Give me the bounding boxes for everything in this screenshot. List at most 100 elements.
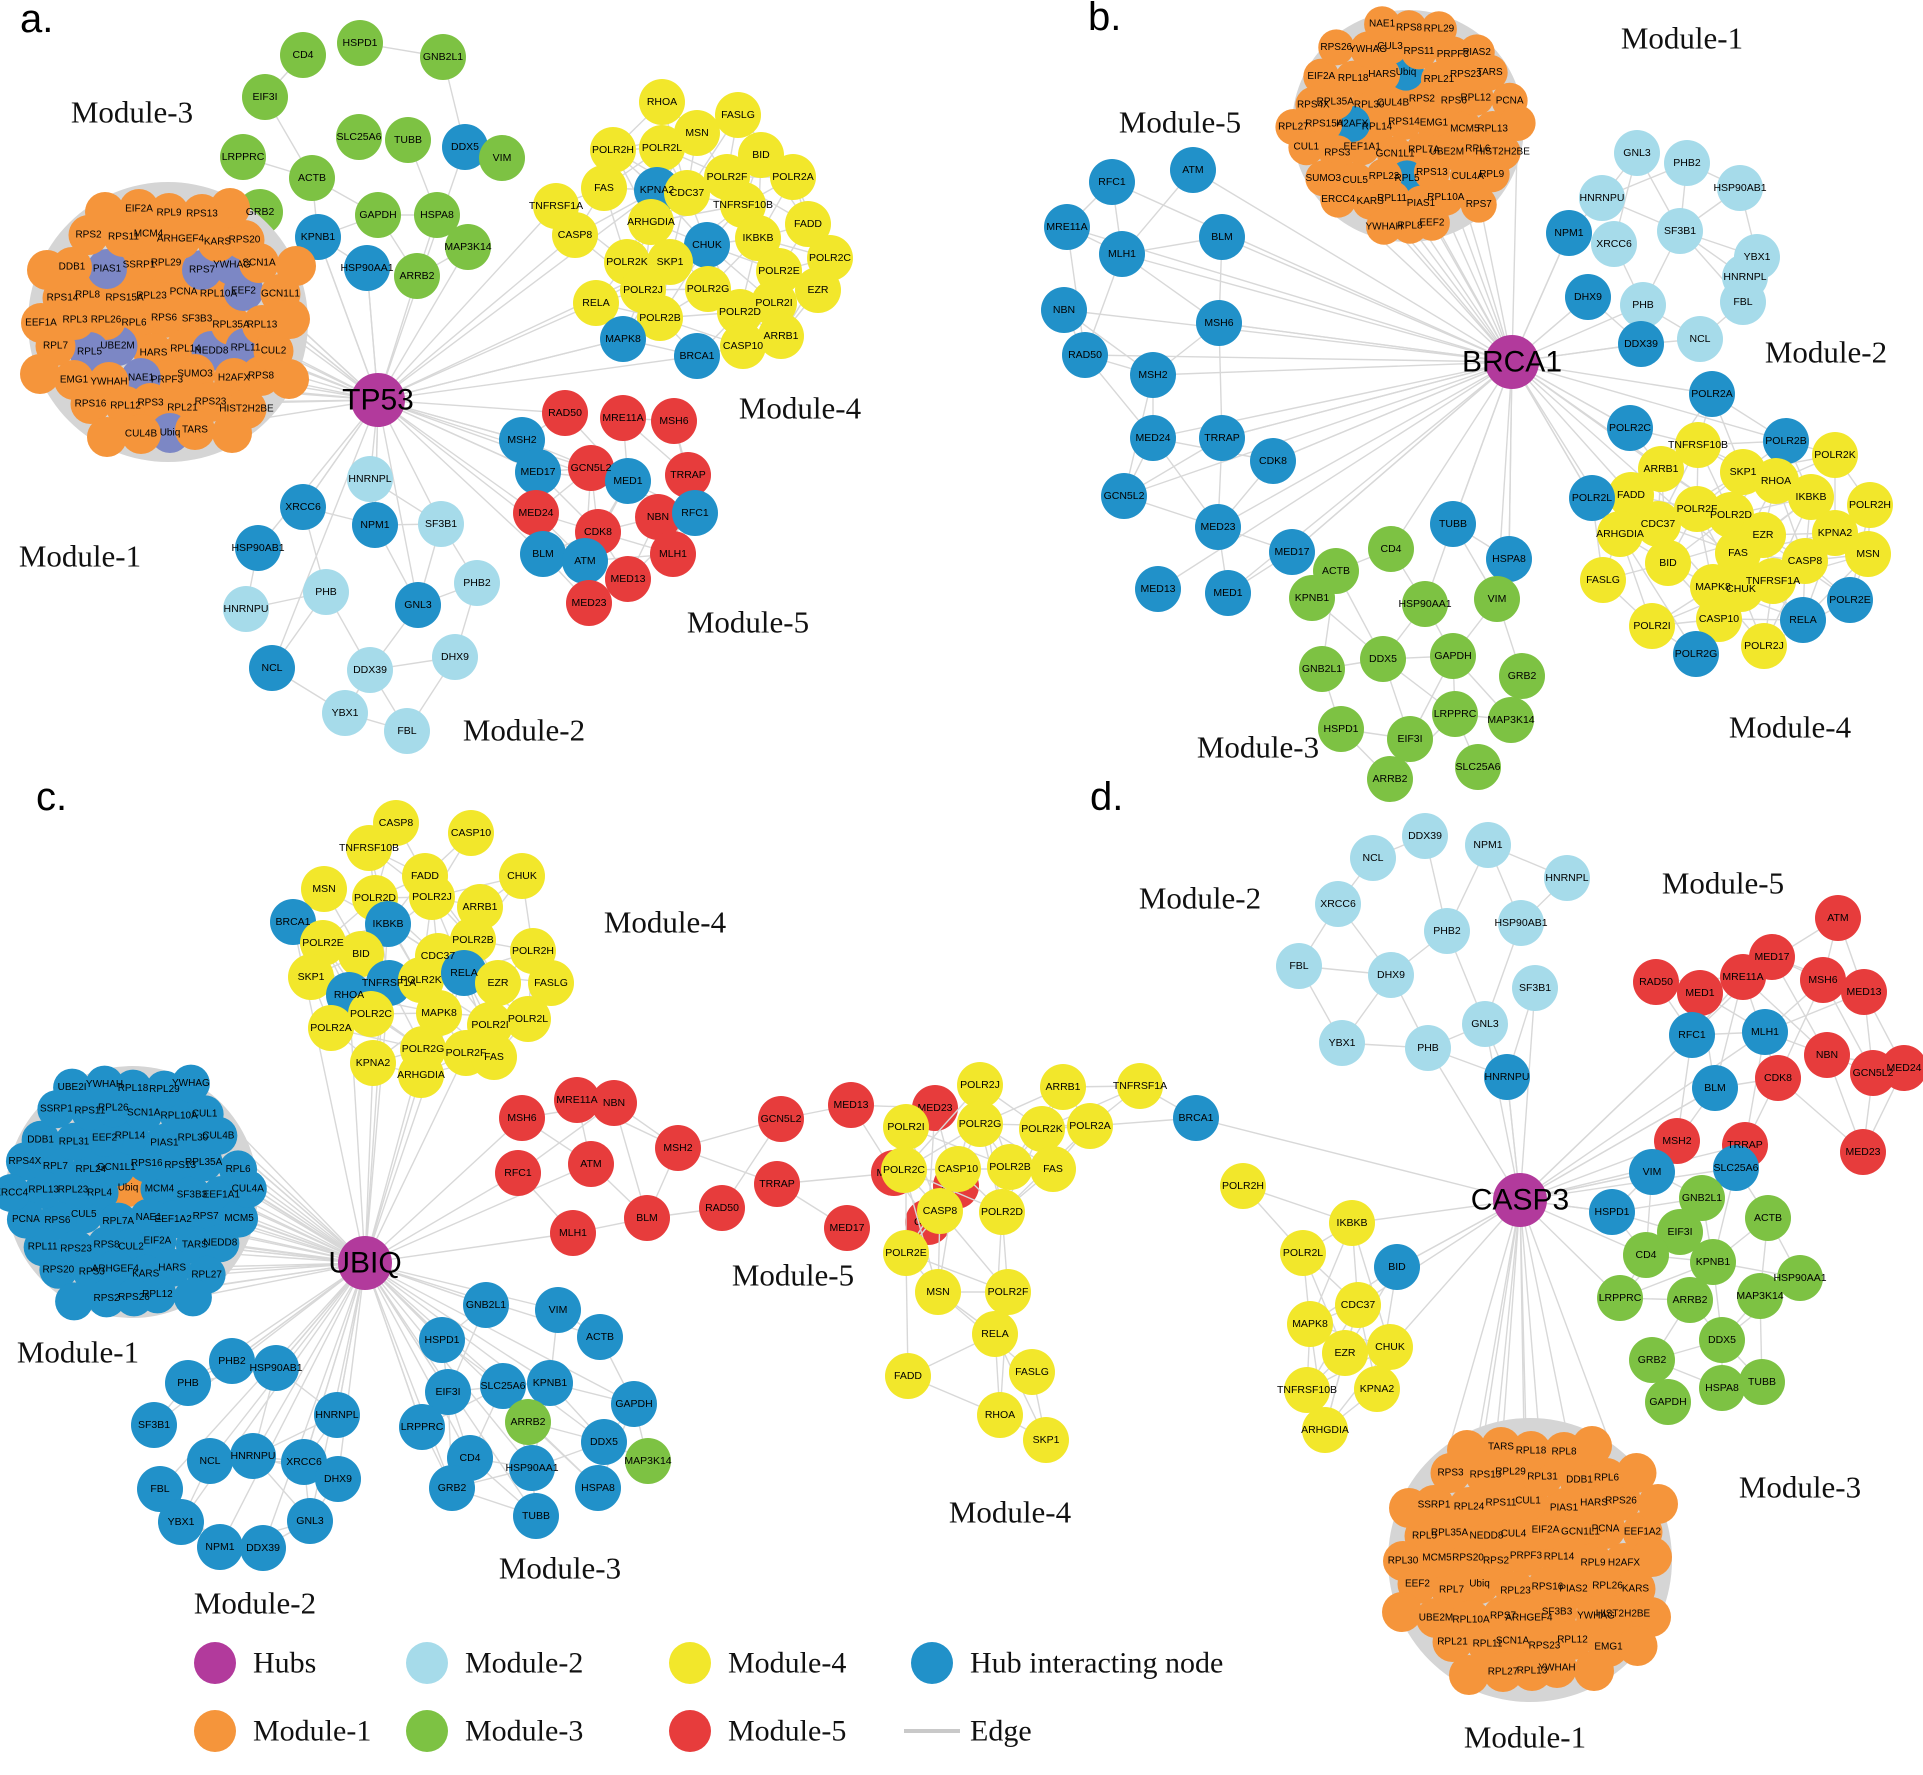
node-DHX9[interactable] — [1368, 952, 1414, 998]
node-ARRB2[interactable] — [505, 1399, 551, 1445]
node-EIF3I[interactable] — [242, 74, 288, 120]
node-RPS8[interactable] — [1391, 10, 1427, 47]
node-unlabeled[interactable] — [1617, 1626, 1658, 1666]
node-RPL31[interactable] — [55, 1122, 94, 1161]
node-POLR2G[interactable] — [1673, 631, 1719, 677]
hub-node-UBIQ[interactable] — [338, 1236, 392, 1290]
node-TNFRSF1A[interactable] — [1117, 1063, 1163, 1109]
node-TUBB[interactable] — [513, 1493, 559, 1539]
node-POLR2C[interactable] — [881, 1147, 927, 1193]
node-PHB2[interactable] — [209, 1338, 255, 1384]
node-FAS[interactable] — [471, 1034, 517, 1080]
node-unlabeled[interactable] — [1632, 1537, 1672, 1577]
node-PHB2[interactable] — [454, 560, 500, 606]
node-MED24[interactable] — [513, 490, 559, 536]
node-HSP90AA1[interactable] — [509, 1445, 555, 1491]
node-CHUK[interactable] — [1367, 1324, 1413, 1370]
node-RPS26[interactable] — [1318, 29, 1355, 66]
node-TNFRSF10B[interactable] — [1284, 1367, 1330, 1413]
node-CD4[interactable] — [1368, 526, 1414, 572]
node-FAS[interactable] — [1715, 530, 1761, 576]
node-FADD[interactable] — [885, 1353, 931, 1399]
node-DDX5[interactable] — [1699, 1317, 1745, 1363]
node-MAPK8[interactable] — [600, 316, 646, 362]
node-FASLG[interactable] — [1009, 1349, 1055, 1395]
node-RPL24[interactable] — [1449, 1487, 1489, 1527]
node-HNRNPL[interactable] — [314, 1392, 360, 1438]
node-ARHGDIA[interactable] — [398, 1052, 444, 1098]
node-MED13[interactable] — [828, 1082, 874, 1128]
node-MED1[interactable] — [1205, 570, 1251, 616]
node-POLR2L[interactable] — [1569, 475, 1615, 521]
node-POLR2H[interactable] — [590, 127, 636, 173]
node-HNRNPU[interactable] — [1484, 1054, 1530, 1100]
node-FAS[interactable] — [1030, 1146, 1076, 1192]
node-MLH1[interactable] — [1742, 1009, 1788, 1055]
node-MAPK8[interactable] — [1287, 1301, 1333, 1347]
node-POLR2K[interactable] — [1812, 432, 1858, 478]
node-MED24[interactable] — [1881, 1045, 1923, 1091]
node-TRRAP[interactable] — [1199, 415, 1245, 461]
node-MSN[interactable] — [915, 1269, 961, 1315]
node-FAS[interactable] — [581, 165, 627, 211]
node-VIM[interactable] — [479, 135, 525, 181]
node-DDX39[interactable] — [347, 647, 393, 693]
node-BRCA1[interactable] — [674, 333, 720, 379]
node-SKP1[interactable] — [1023, 1417, 1069, 1463]
node-NPM1[interactable] — [352, 502, 398, 548]
node-CASP10[interactable] — [720, 323, 766, 369]
node-unlabeled[interactable] — [1574, 1651, 1614, 1691]
node-RHOA[interactable] — [639, 79, 685, 125]
node-CDC37[interactable] — [1335, 1282, 1381, 1328]
node-MAP3K14[interactable] — [1488, 697, 1534, 743]
node-HSP90AB1[interactable] — [1498, 900, 1544, 946]
node-HIST2H2BE[interactable] — [1484, 134, 1521, 171]
node-ARRB2[interactable] — [1667, 1277, 1713, 1323]
node-BLM[interactable] — [520, 531, 566, 577]
node-unlabeled[interactable] — [173, 1278, 212, 1317]
node-CD4[interactable] — [1623, 1232, 1669, 1278]
node-POLR2B[interactable] — [987, 1144, 1033, 1190]
node-BRCA1[interactable] — [1173, 1095, 1219, 1141]
node-SF3B1[interactable] — [1657, 208, 1703, 254]
node-HNRNPL[interactable] — [1544, 855, 1590, 901]
node-SF3B1[interactable] — [418, 501, 464, 547]
node-ARHGDIA[interactable] — [1597, 511, 1643, 557]
node-POLR2H[interactable] — [1847, 482, 1893, 528]
node-DDX39[interactable] — [240, 1525, 286, 1571]
node-RELA[interactable] — [972, 1311, 1018, 1357]
node-BID[interactable] — [338, 931, 384, 977]
node-HSPA8[interactable] — [1486, 536, 1532, 582]
hub-node-TP53[interactable] — [351, 373, 405, 427]
node-RPL30[interactable] — [1383, 1541, 1423, 1581]
node-MSH6[interactable] — [499, 1095, 545, 1141]
hub-node-CASP3[interactable] — [1493, 1173, 1547, 1227]
node-BID[interactable] — [738, 132, 784, 178]
node-PHB[interactable] — [1620, 282, 1666, 328]
node-RPS20[interactable] — [224, 220, 265, 260]
node-KPNB1[interactable] — [1690, 1239, 1736, 1285]
node-unlabeled[interactable] — [1638, 1484, 1678, 1524]
node-ATM[interactable] — [568, 1141, 614, 1187]
node-YWHAG[interactable] — [171, 1064, 210, 1103]
node-POLR2A[interactable] — [1689, 371, 1735, 417]
node-MED13[interactable] — [1135, 566, 1181, 612]
node-EIF3I[interactable] — [1657, 1209, 1703, 1255]
node-VIM[interactable] — [535, 1287, 581, 1333]
node-FBL[interactable] — [1276, 943, 1322, 989]
node-POLR2A[interactable] — [308, 1005, 354, 1051]
node-NCL[interactable] — [187, 1438, 233, 1484]
node-FADD[interactable] — [785, 201, 831, 247]
node-CUL1[interactable] — [185, 1095, 224, 1134]
node-HSP90AA1[interactable] — [1402, 581, 1448, 627]
node-BLM[interactable] — [1199, 214, 1245, 260]
node-KPNB1[interactable] — [527, 1360, 573, 1406]
node-HSPD1[interactable] — [419, 1317, 465, 1363]
node-POLR2F[interactable] — [1674, 486, 1720, 532]
node-RHOA[interactable] — [1753, 458, 1799, 504]
node-MLH1[interactable] — [1099, 231, 1145, 277]
node-POLR2L[interactable] — [639, 125, 685, 171]
node-ARHGDIA[interactable] — [1302, 1407, 1348, 1453]
node-CUL4A[interactable] — [228, 1170, 267, 1208]
node-RPL27[interactable] — [1483, 1652, 1523, 1692]
